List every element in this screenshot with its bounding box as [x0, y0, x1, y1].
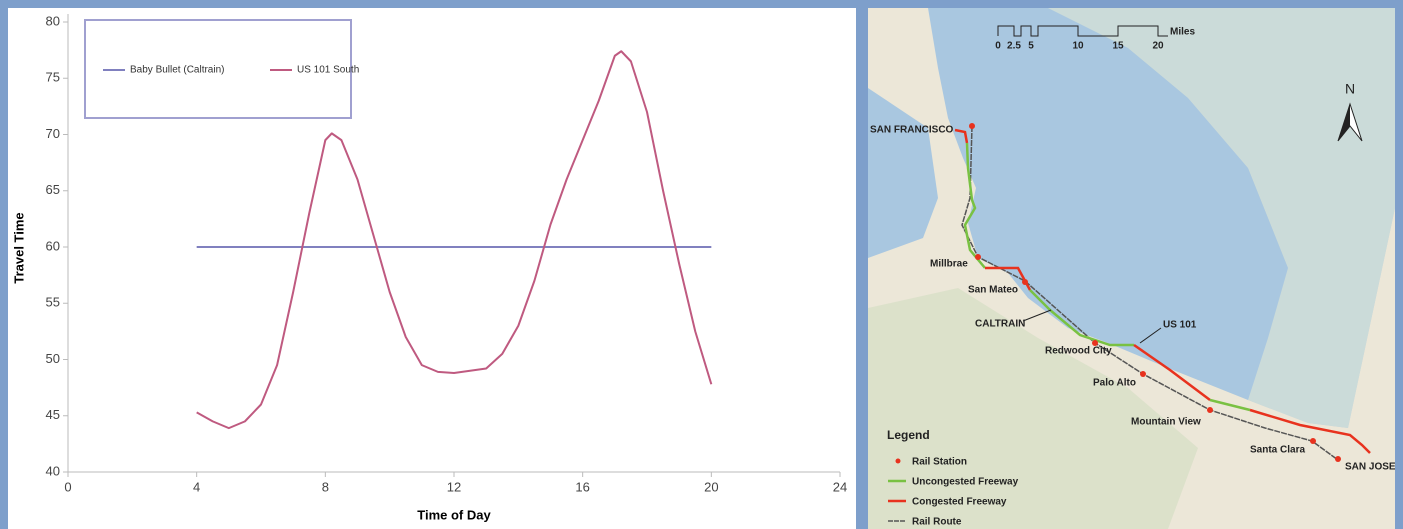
scale-label: 15	[1112, 41, 1124, 52]
rail-station	[1207, 407, 1213, 413]
place-label: CALTRAIN	[975, 319, 1025, 330]
rail-station	[1022, 279, 1028, 285]
place-label: Palo Alto	[1093, 378, 1136, 389]
x-tick-label: 12	[447, 479, 461, 494]
x-tick-label: 8	[322, 479, 329, 494]
legend-title: Legend	[887, 428, 930, 442]
series-line	[197, 51, 712, 428]
legend-label: US 101 South	[297, 65, 359, 76]
y-tick-label: 70	[46, 126, 60, 141]
page: {"chart_data": {"type": "line", "x_label…	[0, 0, 1403, 529]
scale-label: 0	[995, 41, 1001, 52]
place-label: SAN JOSE	[1345, 462, 1395, 473]
scale-label: 20	[1152, 41, 1164, 52]
y-tick-label: 75	[46, 70, 60, 85]
y-tick-label: 40	[46, 463, 60, 478]
scale-label: 5	[1028, 41, 1034, 52]
legend-item: Rail Station	[912, 457, 967, 468]
rail-station	[1310, 438, 1316, 444]
place-label: Redwood City	[1045, 346, 1112, 357]
x-tick-label: 20	[704, 479, 718, 494]
place-label: San Mateo	[968, 285, 1018, 296]
map: SAN FRANCISCO Millbrae San Mateo CALTRAI…	[868, 8, 1395, 529]
place-label: Santa Clara	[1250, 445, 1305, 456]
rail-station	[975, 254, 981, 260]
place-label: US 101	[1163, 320, 1197, 331]
scale-label: 10	[1072, 41, 1084, 52]
legend-item: Congested Freeway	[912, 497, 1007, 508]
rail-station	[1335, 456, 1341, 462]
y-tick-label: 60	[46, 238, 60, 253]
place-label: SAN FRANCISCO	[870, 125, 954, 136]
legend-symbol	[896, 459, 901, 464]
rail-station	[1140, 371, 1146, 377]
rail-station	[969, 123, 975, 129]
legend-item: Rail Route	[912, 517, 962, 528]
chart: Travel Time Time of Day 4045505560657075…	[8, 8, 856, 529]
y-tick-label: 55	[46, 295, 60, 310]
scale-unit: Miles	[1170, 27, 1195, 38]
x-axis-label: Time of Day	[417, 507, 491, 522]
y-tick-label: 45	[46, 407, 60, 422]
y-tick-label: 80	[46, 13, 60, 28]
place-label: Mountain View	[1131, 417, 1201, 428]
place-label: Millbrae	[930, 259, 968, 270]
scale-label: 2.5	[1007, 41, 1021, 52]
x-tick-label: 4	[193, 479, 200, 494]
x-tick-label: 0	[64, 479, 71, 494]
y-tick-label: 65	[46, 182, 60, 197]
x-tick-label: 16	[575, 479, 589, 494]
legend-label: Baby Bullet (Caltrain)	[130, 65, 224, 76]
y-axis-label: Travel Time	[11, 212, 26, 283]
y-tick-label: 50	[46, 351, 60, 366]
legend-item: Uncongested Freeway	[912, 477, 1019, 488]
north-label: N	[1345, 81, 1355, 97]
x-tick-label: 24	[833, 479, 847, 494]
